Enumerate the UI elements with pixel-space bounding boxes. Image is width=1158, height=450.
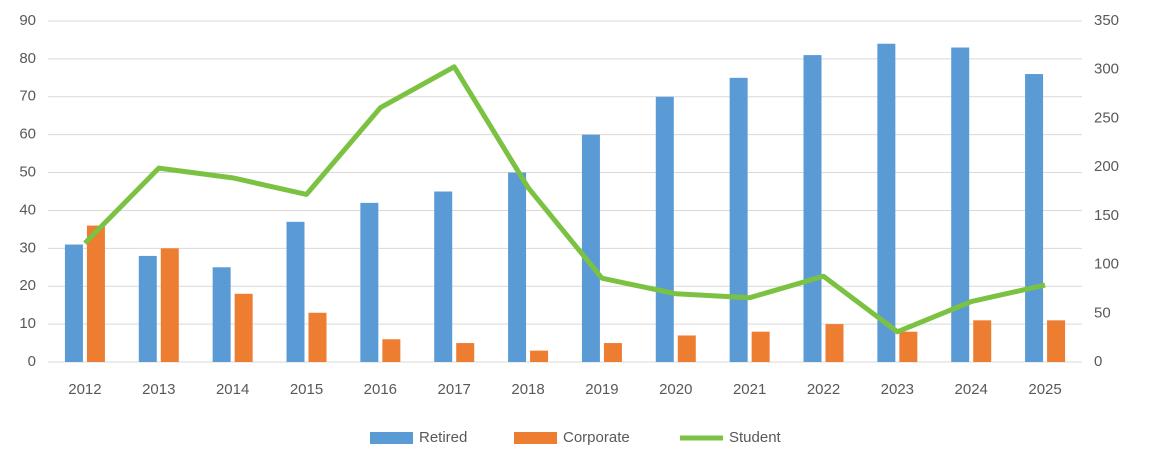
y2-tick-label: 250 [1094,109,1119,126]
y2-tick-label: 0 [1094,353,1102,370]
y-tick-label: 10 [19,315,36,332]
bar [160,248,179,362]
x-tick-label: 2017 [438,381,471,398]
y2-tick-label: 200 [1094,158,1119,175]
bar [729,77,748,362]
y-tick-label: 30 [19,239,36,256]
bar [234,293,253,362]
bar [677,335,696,362]
bar [308,312,327,362]
y-tick-label: 80 [19,50,36,67]
bar [286,221,305,362]
x-tick-label: 2012 [68,381,101,398]
bar [751,331,770,362]
y-tick-label: 20 [19,277,36,294]
bar [138,255,157,362]
y2-tick-label: 350 [1094,12,1119,29]
x-tick-label: 2025 [1028,381,1061,398]
bar [212,267,231,362]
bar [382,339,401,362]
y-tick-label: 90 [19,12,36,29]
bar [877,43,896,362]
y2-tick-label: 150 [1094,207,1119,224]
x-tick-label: 2019 [585,381,618,398]
y-tick-label: 40 [19,201,36,218]
bar [64,244,83,362]
bar [655,96,674,363]
x-tick-label: 2022 [807,381,840,398]
bar [1025,74,1044,363]
bar [581,134,600,362]
bar [951,47,970,363]
x-tick-label: 2013 [142,381,175,398]
bar [603,343,622,362]
x-tick-label: 2018 [511,381,544,398]
legend-swatch [370,432,413,444]
y-tick-label: 50 [19,164,36,181]
y2-tick-label: 100 [1094,256,1119,273]
x-tick-label: 2016 [364,381,397,398]
x-tick-label: 2014 [216,381,249,398]
y-tick-label: 0 [28,353,36,370]
bar [530,350,549,362]
x-tick-label: 2024 [955,381,988,398]
x-tick-label: 2023 [881,381,914,398]
legend-label: Retired [419,429,467,446]
bar [825,324,844,362]
x-tick-label: 2021 [733,381,766,398]
y-tick-label: 60 [19,126,36,143]
bar [1047,320,1066,362]
x-tick-label: 2020 [659,381,692,398]
legend-label: Student [729,429,782,446]
y-tick-label: 70 [19,88,36,105]
line [83,64,1046,335]
bar [508,172,527,362]
bar [899,331,918,362]
bar [86,225,105,362]
bar [973,320,992,362]
bar [434,191,453,362]
y2-tick-label: 50 [1094,304,1111,321]
legend-swatch [514,432,557,444]
x-tick-label: 2015 [290,381,323,398]
bar [456,343,475,362]
y2-tick-label: 300 [1094,61,1119,78]
legend-label: Corporate [563,429,630,446]
bar [360,202,379,362]
bar [803,55,822,362]
